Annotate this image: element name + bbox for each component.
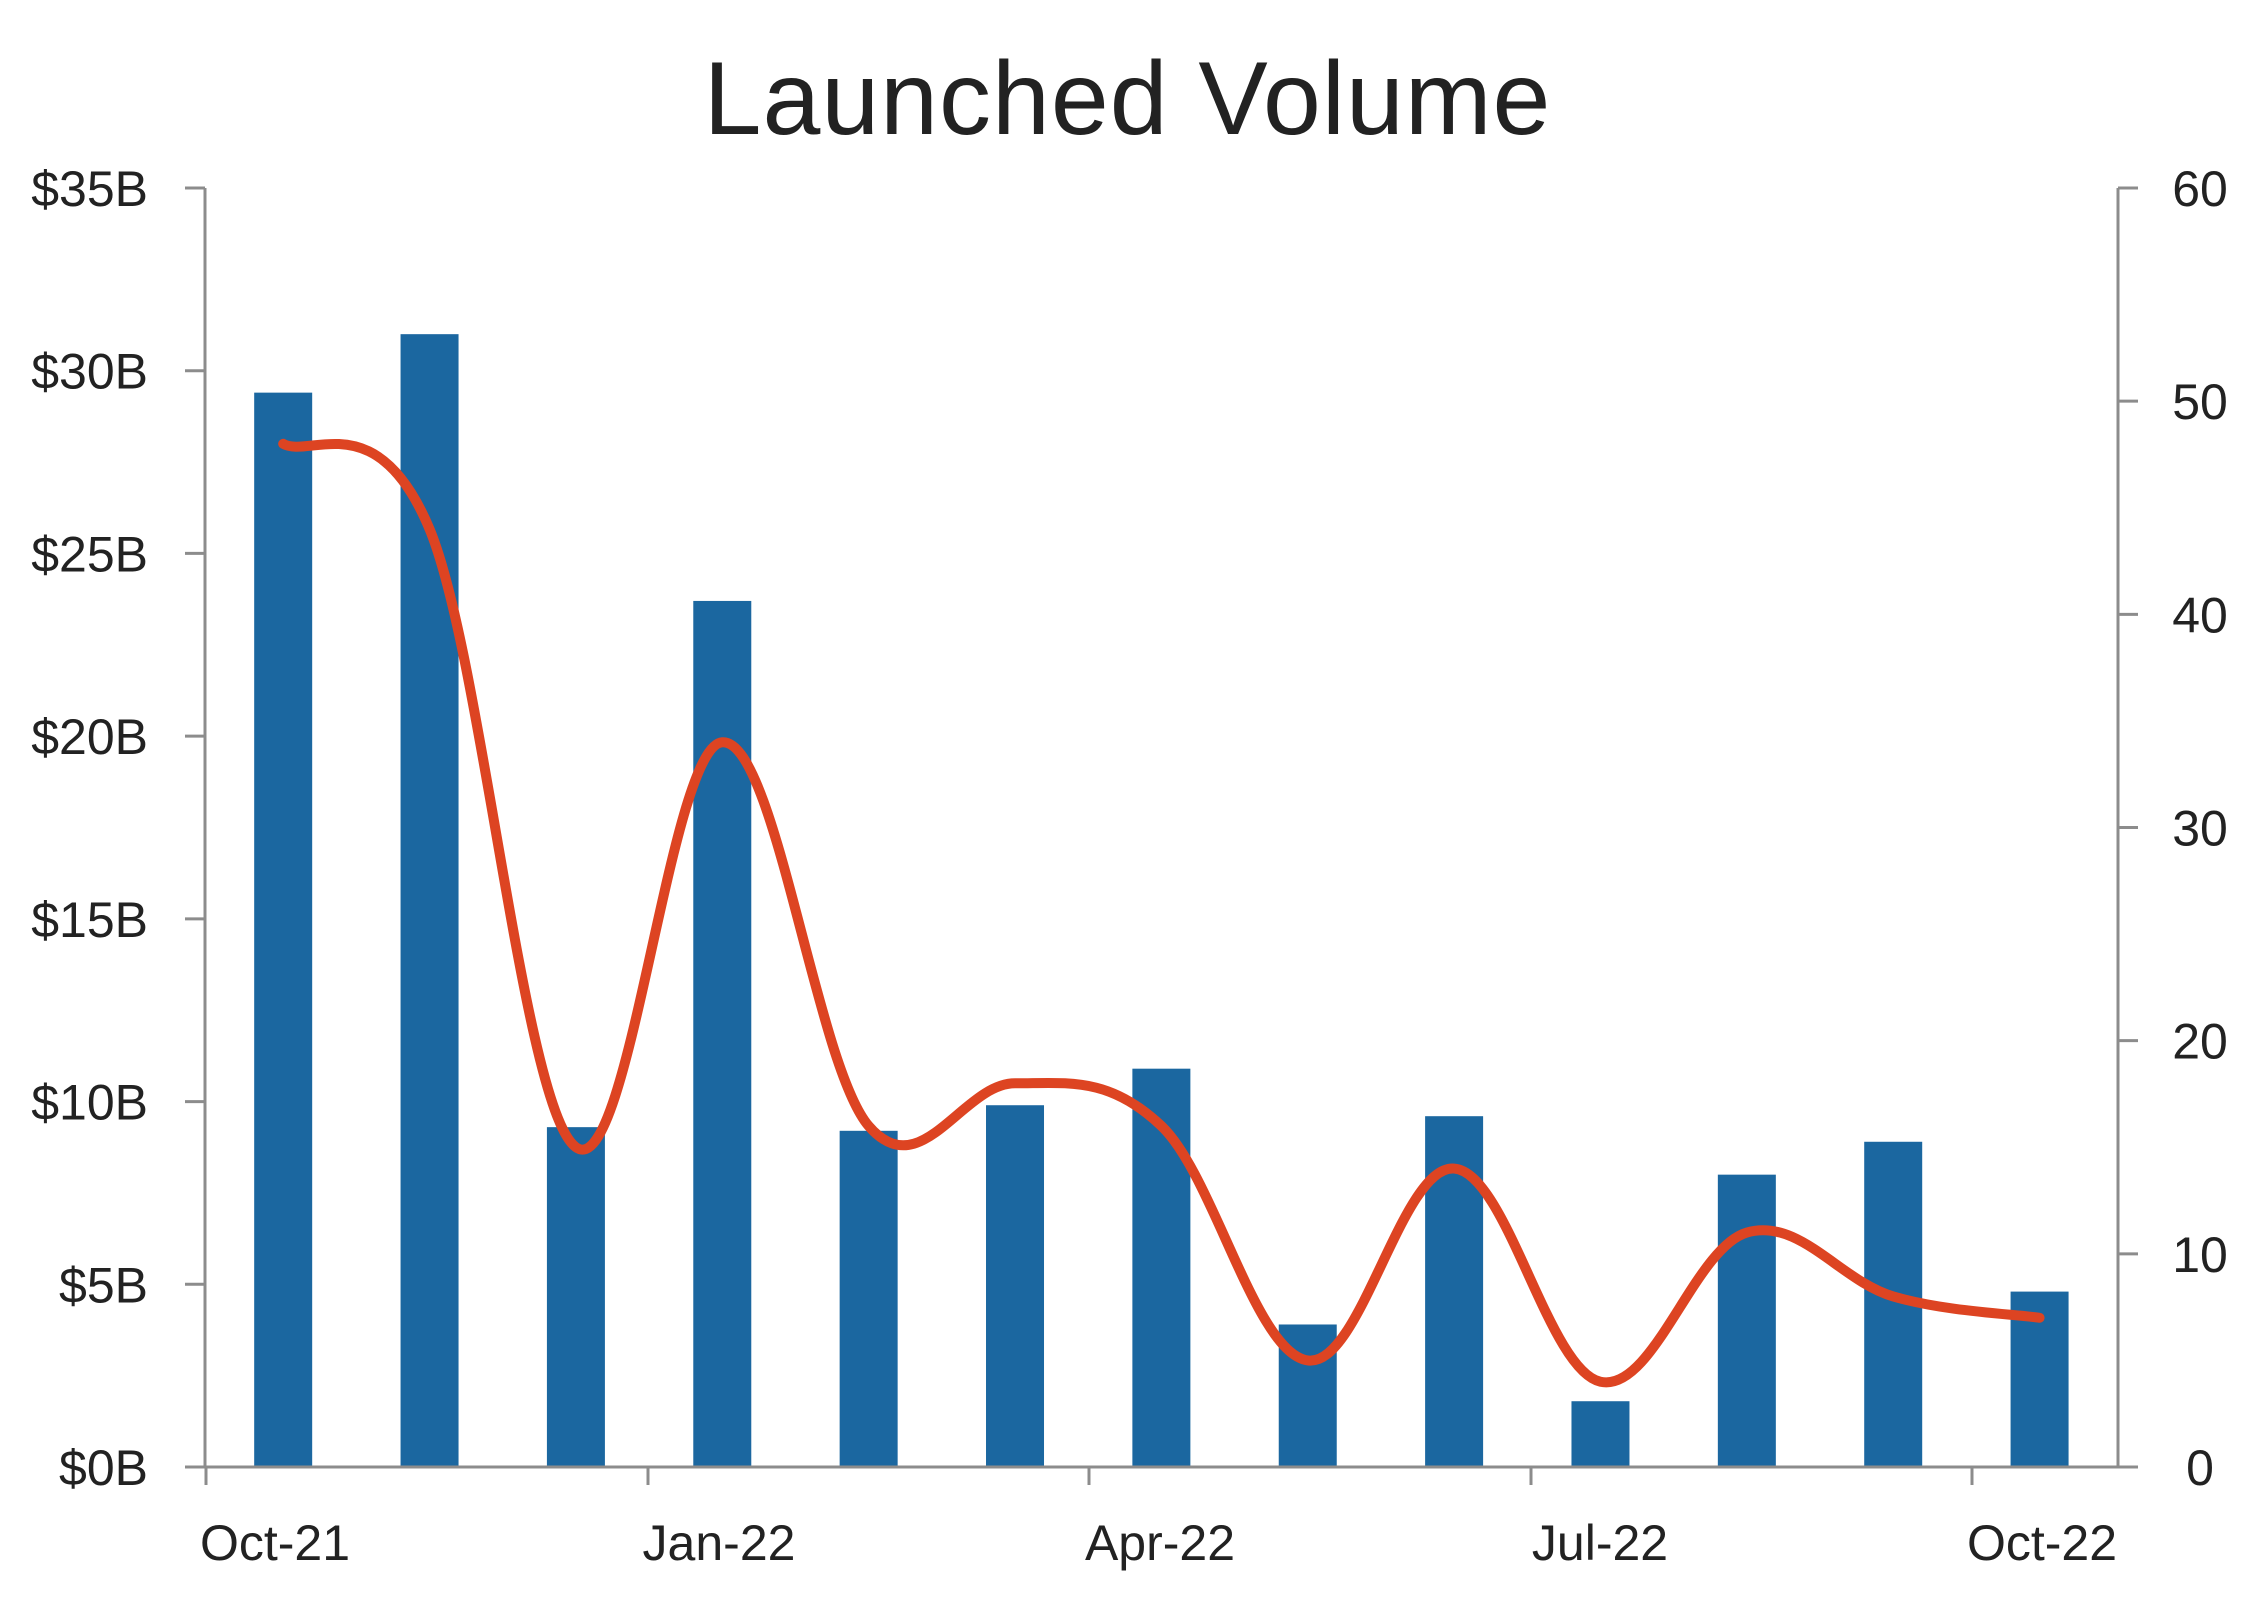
x-tick-label: Jul-22	[1532, 1515, 1668, 1571]
x-tick-label: Apr-22	[1085, 1515, 1235, 1571]
left-y-tick-label: $0B	[59, 1440, 148, 1496]
bar-apr-22	[1132, 1068, 1191, 1467]
left-y-tick-label: $20B	[31, 709, 148, 765]
labels-layer: $0B $5B $10B $15B $20B $25B $30B $35B 0 10 20 30 40 5…	[31, 161, 2228, 1571]
x-tick-label: Oct-21	[200, 1515, 350, 1571]
x-tick-label: Oct-22	[1967, 1515, 2117, 1571]
chart-title: Launched Volume	[703, 41, 1552, 157]
bar-jan-22	[693, 600, 752, 1467]
count-line	[278, 438, 2045, 1388]
axes-layer	[185, 186, 2138, 1485]
right-y-tick-label: 30	[2172, 801, 2228, 857]
right-y-tick-label: 10	[2172, 1227, 2228, 1283]
left-y-tick-label: $10B	[31, 1075, 148, 1131]
right-y-tick-label: 40	[2172, 587, 2228, 643]
right-y-tick-label: 60	[2172, 161, 2228, 217]
left-y-tick-label: $5B	[59, 1257, 148, 1313]
bar-dec-21	[546, 1127, 605, 1467]
bar-nov-21	[400, 334, 459, 1468]
bar-feb-22	[839, 1130, 898, 1467]
left-y-tick-label: $25B	[31, 526, 148, 582]
left-y-tick-label: $30B	[31, 344, 148, 400]
bar-aug-22	[1717, 1174, 1776, 1467]
right-y-tick-label: 20	[2172, 1014, 2228, 1070]
right-y-tick-label: 0	[2186, 1440, 2214, 1496]
left-y-tick-label: $35B	[31, 161, 148, 217]
bars-layer	[254, 334, 2069, 1468]
bar-jul-22	[1571, 1401, 1630, 1467]
x-tick-label: Jan-22	[643, 1515, 796, 1571]
left-y-tick-label: $15B	[31, 892, 148, 948]
bar-mar-22	[986, 1105, 1045, 1467]
bar-oct-21	[254, 392, 313, 1467]
line-layer	[278, 438, 2045, 1388]
right-y-tick-label: 50	[2172, 374, 2228, 430]
